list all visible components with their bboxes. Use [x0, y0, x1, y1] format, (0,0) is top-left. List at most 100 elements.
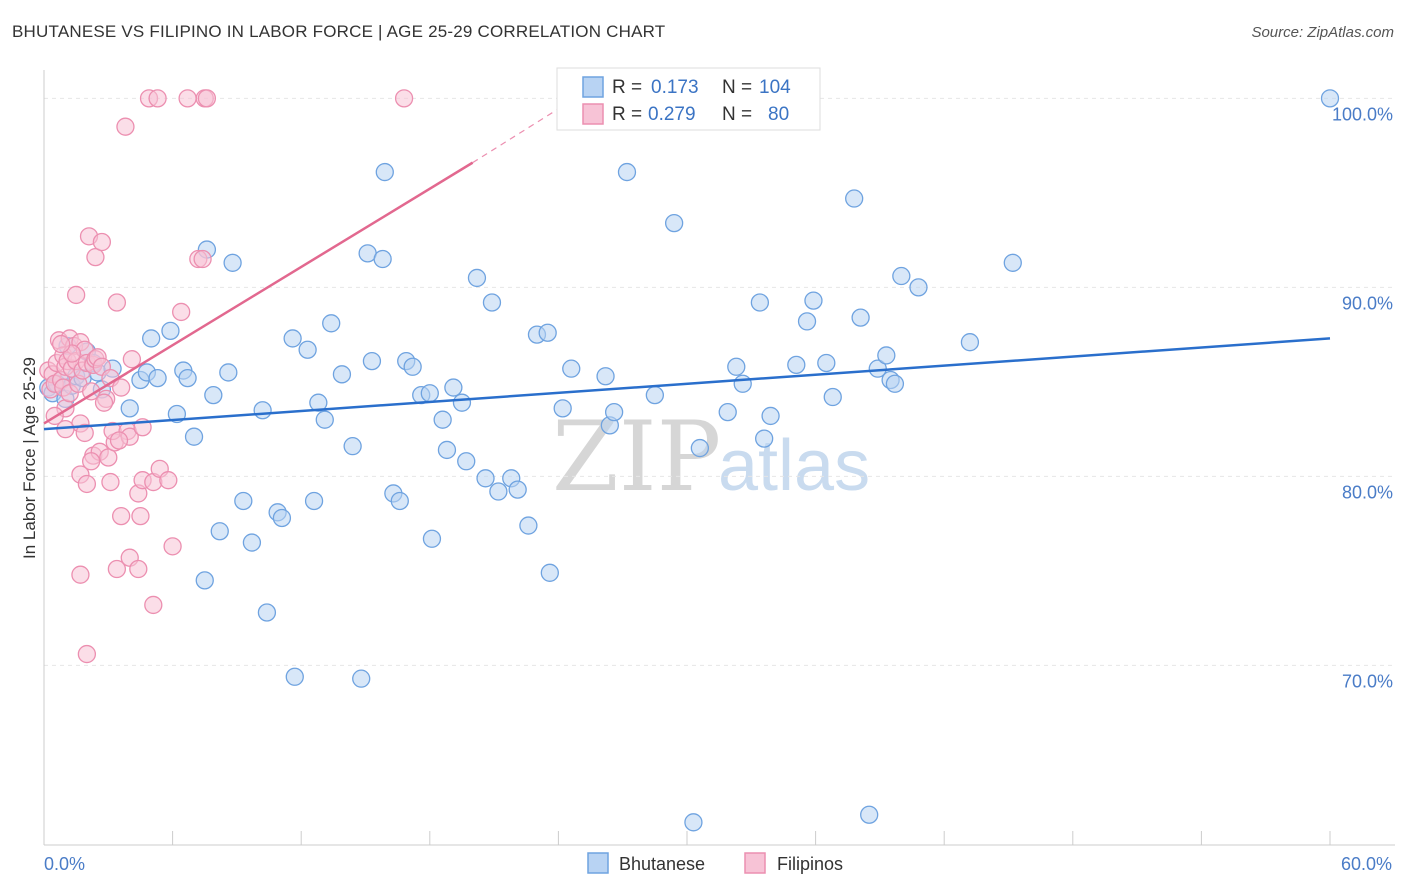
legend-n-value-filipinos: 80 — [768, 104, 789, 125]
bhutanese-point — [718, 402, 737, 422]
filipinos-trend-line — [43, 161, 474, 425]
filipinos-point — [394, 89, 414, 108]
chart-title: BHUTANESE VS FILIPINO IN LABOR FORCE | A… — [12, 22, 666, 41]
bhutanese-point — [403, 357, 422, 376]
bottom-legend-label-bhutanese: Bhutanese — [619, 854, 705, 874]
bhutanese-point — [804, 291, 823, 310]
filipinos-point — [77, 644, 97, 664]
bhutanese-point — [184, 427, 204, 446]
bhutanese-point — [234, 491, 253, 511]
bhutanese-point — [538, 323, 557, 342]
watermark-atlas: atlas — [718, 426, 870, 506]
y-tick-label: 100.0% — [1332, 104, 1393, 124]
y-tick-label: 90.0% — [1342, 293, 1393, 313]
bhutanese-point — [553, 399, 572, 418]
filipinos-point — [67, 285, 86, 305]
trend-lines — [43, 101, 1331, 431]
bhutanese-point — [909, 278, 928, 297]
filipinos-point — [82, 382, 101, 401]
filipinos-point — [144, 595, 163, 615]
bottom-legend: Bhutanese Filipinos — [587, 852, 843, 874]
y-axis-title: In Labor Force | Age 25-29 — [20, 357, 39, 559]
legend-n-label-filipinos: N = — [722, 104, 752, 125]
bhutanese-point — [422, 529, 442, 548]
bhutanese-point — [298, 340, 317, 359]
bhutanese-point — [161, 321, 180, 341]
bhutanese-point — [482, 293, 502, 312]
bottom-legend-swatch-filipinos — [744, 852, 766, 874]
bhutanese-point — [851, 308, 870, 327]
filipinos-point — [131, 506, 150, 526]
filipinos-point — [163, 537, 182, 556]
legend-swatch-bhutanese — [582, 76, 604, 98]
filipinos-point — [116, 117, 135, 136]
bhutanese-point — [476, 469, 495, 488]
axes — [43, 70, 1395, 846]
bhutanese-point — [684, 813, 703, 832]
bhutanese-trend-line — [43, 337, 1331, 431]
filipinos-point — [82, 452, 101, 471]
filipinos-point — [99, 448, 118, 467]
bhutanese-point — [352, 669, 371, 688]
legend-r-value-bhutanese: 0.173 — [651, 77, 699, 98]
filipinos-point — [112, 378, 131, 397]
legend-r-label-filipinos: R = — [612, 104, 642, 125]
bhutanese-point — [437, 440, 457, 460]
bhutanese-point — [823, 387, 842, 407]
bhutanese-point — [596, 367, 615, 386]
legend-n-value-bhutanese: 104 — [759, 77, 791, 98]
filipinos-point — [94, 393, 114, 412]
bhutanese-point — [373, 249, 392, 269]
x-tick-labels: 0.0% 60.0% — [44, 854, 1392, 874]
bhutanese-point — [223, 253, 242, 272]
bhutanese-point — [343, 437, 362, 456]
bhutanese-point — [845, 189, 864, 208]
bhutanese-point — [332, 365, 352, 384]
x-tick-label: 0.0% — [44, 854, 85, 874]
x-tick-label: 60.0% — [1341, 854, 1392, 874]
filipinos-point — [109, 431, 129, 450]
filipinos-point — [51, 334, 71, 354]
filipinos-point — [75, 423, 94, 443]
filipinos-point — [112, 506, 131, 526]
filipinos-trend-extension — [472, 101, 570, 164]
bhutanese-point — [420, 384, 439, 403]
bhutanese-point — [817, 353, 836, 373]
bhutanese-point — [519, 516, 538, 535]
bhutanese-point — [315, 410, 334, 429]
bhutanese-point — [860, 805, 879, 824]
bhutanese-point — [489, 482, 508, 501]
bhutanese-point — [467, 268, 487, 288]
bhutanese-point — [1003, 253, 1022, 272]
bhutanese-point — [178, 368, 197, 388]
bhutanese-point — [1320, 89, 1340, 108]
legend: R = 0.173 N = 104 R = 0.279 N = 80 — [556, 67, 821, 131]
bhutanese-point — [375, 162, 394, 182]
legend-swatch-filipinos — [582, 103, 604, 125]
filipinos-point — [129, 559, 148, 579]
bhutanese-point — [877, 346, 896, 365]
filipinos-point — [122, 350, 142, 369]
bhutanese-point — [960, 333, 980, 352]
bhutanese-point — [508, 480, 527, 499]
filipinos-point — [148, 89, 167, 108]
bhutanese-point — [562, 359, 581, 378]
bhutanese-point — [148, 368, 167, 388]
filipinos-point — [101, 472, 120, 492]
legend-r-label-bhutanese: R = — [612, 77, 642, 98]
bhutanese-point — [797, 312, 817, 331]
bhutanese-point — [645, 385, 664, 405]
source-label: Source: ZipAtlas.com — [1251, 24, 1394, 41]
bhutanese-point — [617, 162, 637, 182]
bottom-legend-swatch-bhutanese — [587, 852, 609, 874]
bhutanese-point — [285, 667, 304, 686]
bhutanese-point — [787, 355, 806, 375]
bhutanese-point — [433, 410, 452, 429]
bhutanese-point — [755, 429, 774, 448]
bhutanese-point — [253, 401, 272, 420]
filipinos-point — [86, 247, 105, 267]
bhutanese-point — [309, 393, 328, 412]
filipinos-point — [77, 474, 97, 494]
bhutanese-point — [885, 374, 905, 393]
